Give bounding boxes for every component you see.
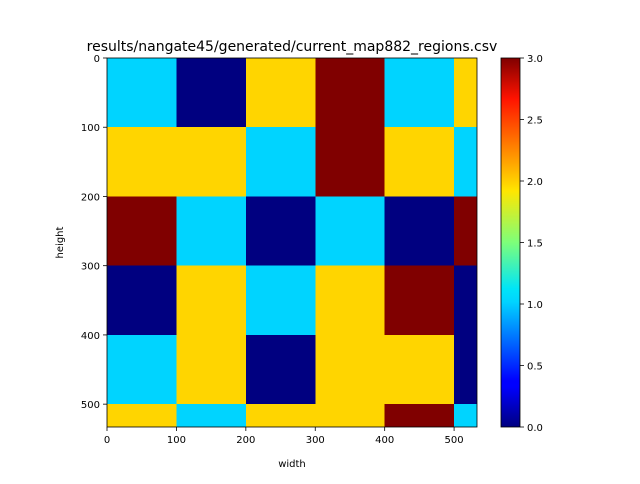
x-tick-label: 400 (375, 435, 394, 446)
colorbar-tick-label: 1.5 (527, 239, 543, 250)
heatmap-cell (245, 404, 316, 427)
colorbar (500, 57, 521, 428)
heatmap-cell (176, 196, 246, 266)
x-axis: 0 100 200 300 400 500 (104, 427, 464, 446)
colorbar-tick-label: 3.0 (527, 54, 543, 65)
x-axis-label: width (278, 459, 306, 470)
heatmap-cell (384, 404, 455, 427)
heatmap-cell (245, 196, 316, 266)
x-tick-label: 0 (104, 435, 110, 446)
heatmap-cell (315, 334, 385, 405)
colorbar-tick-label: 2.0 (527, 177, 543, 188)
heatmap-cell (384, 196, 455, 266)
heatmap-cell (245, 58, 316, 128)
y-tick-label: 200 (81, 192, 100, 203)
heatmap-cell (454, 265, 477, 335)
heatmap-cell (315, 58, 385, 128)
heatmap-cell (176, 58, 246, 128)
heatmap-cell (107, 127, 177, 197)
heatmap-cell (245, 127, 316, 197)
x-tick-label: 100 (167, 435, 186, 446)
heatmap-cell (454, 196, 477, 266)
y-axis-label: height (55, 226, 66, 258)
heatmap-cell (245, 265, 316, 335)
colorbar-tick-label: 2.5 (527, 116, 543, 127)
y-tick-label: 300 (81, 262, 100, 273)
heatmap-cell (107, 404, 177, 427)
heatmap-cell (384, 265, 455, 335)
heatmap-cell (315, 404, 385, 427)
heatmap-cell (315, 265, 385, 335)
y-axis: 0 100 200 300 400 500 (81, 54, 107, 411)
y-tick-label: 100 (81, 123, 100, 134)
heatmap-cell (454, 127, 477, 197)
colorbar-tick-label: 1.0 (527, 300, 543, 311)
y-tick-label: 500 (81, 400, 100, 411)
x-tick-label: 200 (236, 435, 255, 446)
y-tick-label: 0 (94, 54, 100, 65)
heatmap-cell (454, 58, 477, 128)
heatmap-cell (454, 334, 477, 405)
heatmap-cells (107, 58, 477, 427)
heatmap-cell (107, 58, 177, 128)
heatmap-cell (107, 196, 177, 266)
colorbar-tick-label: 0.5 (527, 362, 543, 373)
heatmap-cell (176, 334, 246, 405)
colorbar-ticks: 0.0 0.5 1.0 1.5 2.0 2.5 3.0 (520, 54, 543, 434)
heatmap-cell (384, 127, 455, 197)
heatmap-cell (454, 404, 477, 427)
heatmap-cell (315, 127, 385, 197)
chart-title: results/nangate45/generated/current_map8… (87, 39, 498, 55)
heatmap-cell (107, 334, 177, 405)
heatmap-cell (176, 265, 246, 335)
plot-frame (106, 57, 478, 428)
x-tick-label: 300 (306, 435, 325, 446)
x-tick-label: 500 (445, 435, 464, 446)
heatmap-cell (384, 58, 455, 128)
heatmap-cell (107, 265, 177, 335)
heatmap-cell (176, 404, 246, 427)
heatmap-cell (176, 127, 246, 197)
heatmap-cell (245, 334, 316, 405)
heatmap-cell (315, 196, 385, 266)
y-tick-label: 400 (81, 331, 100, 342)
heatmap-cell (384, 334, 455, 405)
colorbar-tick-label: 0.0 (527, 423, 543, 434)
